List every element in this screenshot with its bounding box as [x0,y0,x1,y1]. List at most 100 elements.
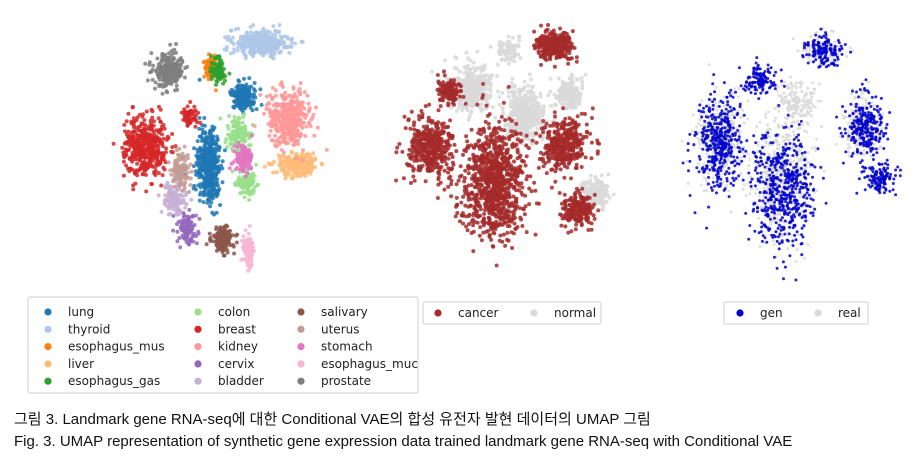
point-normal [479,108,484,113]
point-lung [197,126,202,131]
point-cancer [427,128,432,133]
point-colon [243,139,248,143]
point-lung [253,89,257,93]
point-thyroid [264,34,269,38]
point-salivary [215,238,220,243]
point-thyroid [277,50,282,55]
point-kidney [286,111,290,116]
point-normal [511,35,515,40]
point-uterus [188,176,193,181]
point-bladder [156,193,161,198]
point-breast [160,173,165,178]
point-liver [313,165,318,170]
point-lung [252,81,257,85]
point-breast [158,119,163,124]
point-thyroid [248,25,253,30]
point-normal [509,81,514,85]
point-cancer [445,139,450,144]
point-breast [170,145,175,150]
point-breast [152,144,157,149]
point-cancer [454,149,459,154]
point-kidney [295,98,300,103]
point-colon [247,143,251,148]
point-thyroid [269,40,274,45]
point-normal [468,110,473,115]
point-normal [517,38,521,43]
point-breast [133,130,138,134]
point-normal [603,188,608,193]
point-esophagus-mus [204,70,209,75]
point-cancer [418,168,422,173]
point-breast [154,138,158,143]
point-cancer [425,154,430,159]
point-normal [589,173,593,178]
point-thyroid [262,47,267,52]
point-uterus [188,183,193,188]
point-cancer [446,184,451,189]
point-lung [202,116,207,120]
point-lung [216,167,221,172]
point-uterus [182,154,187,159]
point-prostate [145,78,150,83]
point-normal [572,93,577,98]
point-prostate [164,76,169,81]
point-lung [214,142,219,147]
point-cancer [427,102,432,107]
point-lung [211,155,216,160]
point-thyroid [266,49,271,54]
point-prostate [158,73,163,78]
point-prostate [175,87,180,92]
point-thyroid [228,51,233,56]
point-esophagus-muc [239,257,244,262]
point-colon [228,141,233,146]
point-prostate [171,62,176,67]
point-stomach [237,160,241,165]
point-thyroid [230,35,235,40]
point-prostate [167,70,172,75]
point-uterus [188,162,193,167]
point-lung [197,115,202,120]
point-breast [135,161,140,166]
point-normal [599,192,604,197]
point-thyroid [261,26,266,31]
point-lung [210,175,215,180]
point-thyroid [270,37,274,42]
point-normal [510,76,515,81]
point-liver [301,169,306,174]
point-lung [236,78,241,83]
point-stomach [236,141,241,145]
point-salivary [232,251,237,256]
series-thyroid [222,23,305,61]
point-kidney [274,144,279,149]
point-liver [262,164,267,169]
point-normal [467,79,472,84]
point-breast [192,104,197,109]
point-breast [193,117,198,122]
point-thyroid [277,23,282,27]
point-prostate [167,51,171,56]
point-colon [242,195,247,200]
point-salivary [227,228,232,233]
point-lung [207,158,212,163]
point-normal [556,76,561,81]
point-lung [197,175,202,180]
point-breast [148,118,153,123]
point-kidney [305,93,310,98]
point-prostate [163,71,168,76]
point-esophagus-muc [246,268,251,273]
point-breast [144,109,149,114]
point-colon [246,178,251,183]
point-cervix [187,207,192,212]
point-cancer [401,176,406,181]
point-cancer [439,122,444,127]
point-cancer [441,130,446,135]
point-thyroid [299,39,304,44]
point-breast [148,139,153,144]
point-thyroid [228,38,233,43]
point-kidney [279,134,284,139]
point-kidney [270,138,275,143]
point-cancer [406,163,411,168]
point-lung [241,92,245,97]
point-cancer [448,134,453,138]
